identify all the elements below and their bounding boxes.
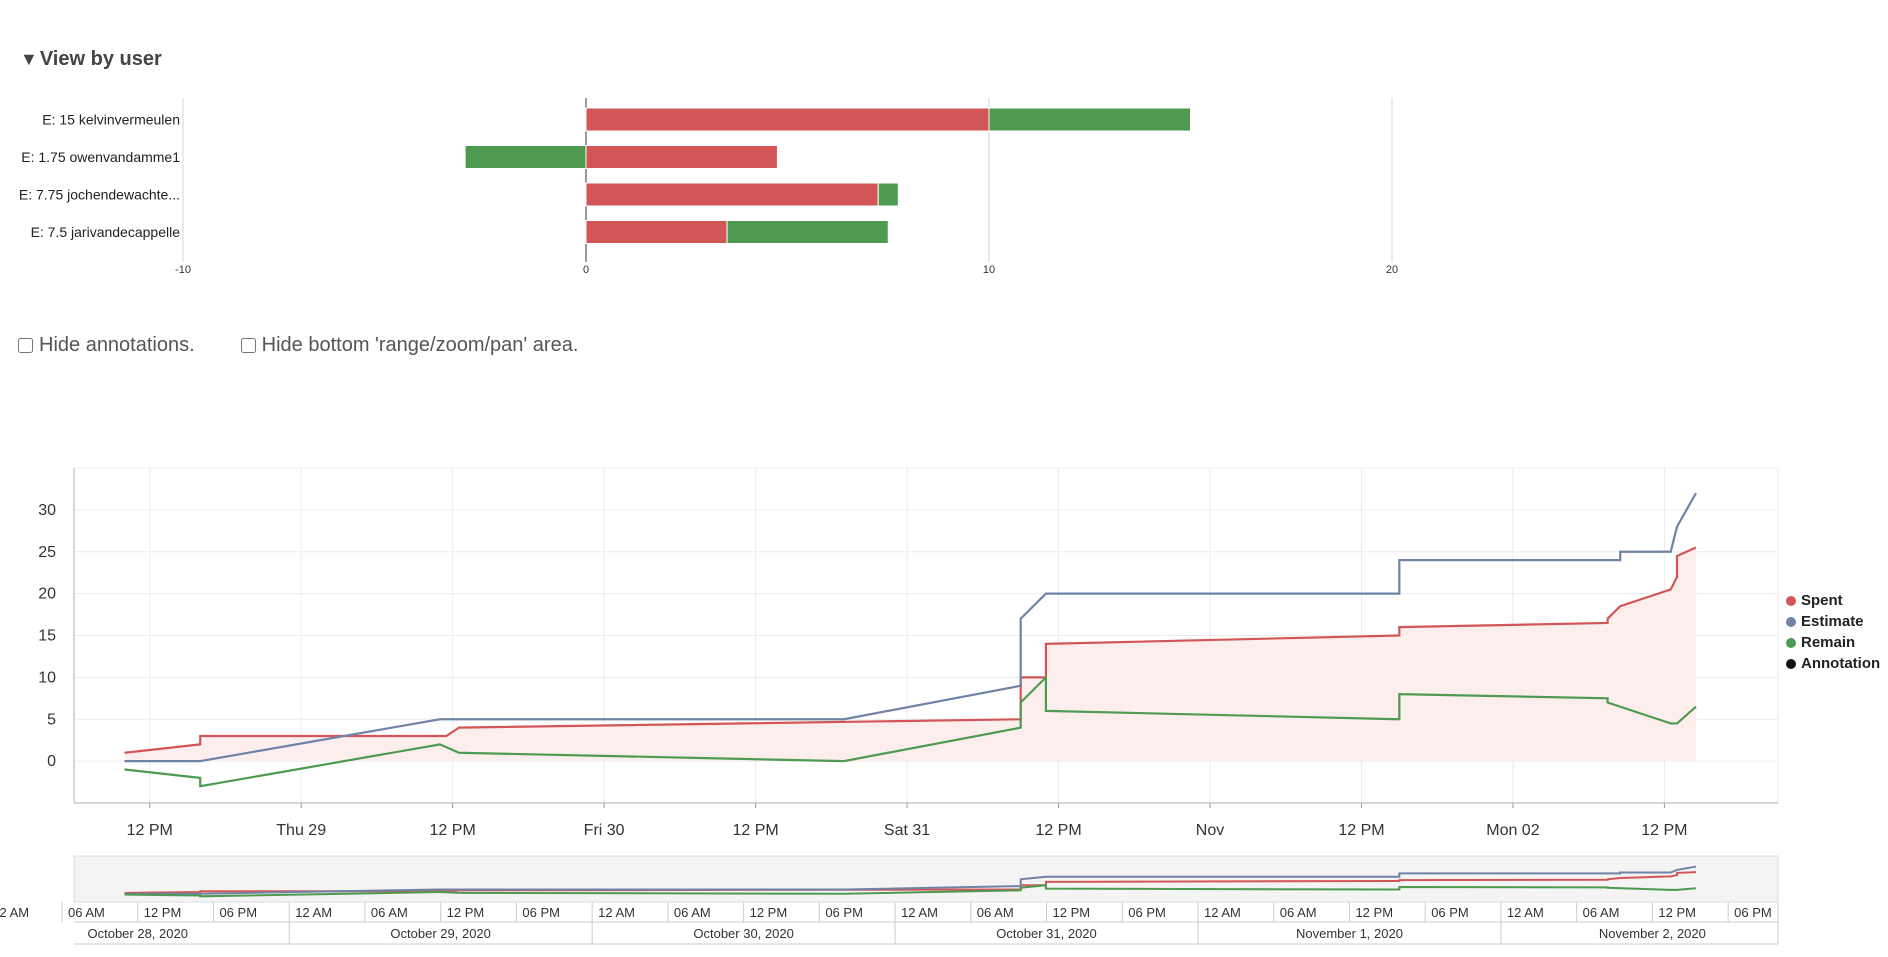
hide-range-option[interactable]: Hide bottom 'range/zoom/pan' area. <box>240 334 579 357</box>
x-tick-label: 12 PM <box>1035 822 1081 839</box>
hour-label: 06 PM <box>522 905 560 920</box>
hide-range-checkbox[interactable] <box>240 338 256 353</box>
legend-dot-icon <box>1786 658 1796 669</box>
hour-label: 12 PM <box>1053 905 1091 920</box>
user-label: E: 1.75 owenvandamme1 <box>21 149 180 165</box>
hide-annotations-option[interactable]: Hide annotations. <box>18 334 195 357</box>
x-tick-label: Fri 30 <box>584 822 625 839</box>
x-tick-label: 12 PM <box>1641 822 1687 839</box>
day-label: October 31, 2020 <box>996 926 1096 941</box>
x-tick-label: Sat 31 <box>884 822 930 839</box>
spent-bar <box>585 220 728 244</box>
remain-bar <box>464 145 587 169</box>
spent-bar <box>585 145 778 169</box>
range-navigator[interactable]: 12 AM 06 AM 12 PM 06 PM 12 AM 06 AM 12 PM 06 PM… <box>0 850 1888 950</box>
hour-label: 12 PM <box>750 905 788 920</box>
hour-label: 06 PM <box>825 905 863 920</box>
legend-item-estimate[interactable]: Estimate <box>1786 611 1880 632</box>
user-label: E: 7.5 jarivandecappelle <box>31 224 181 240</box>
legend-item-remain[interactable]: Remain <box>1786 632 1880 653</box>
navigator-spent-line <box>124 871 1697 894</box>
x-tick-label: -10 <box>175 264 191 276</box>
remain-line <box>124 674 1697 788</box>
hour-label: 12 AM <box>598 905 635 920</box>
y-tick-label: 10 <box>38 669 56 686</box>
legend-label: Remain <box>1801 634 1856 651</box>
x-tick-label: Thu 29 <box>276 822 326 839</box>
x-tick-label: 12 PM <box>127 822 173 839</box>
hour-label: 12 AM <box>0 905 29 920</box>
day-label: November 2, 2020 <box>1599 926 1706 941</box>
hour-label: 06 PM <box>1128 905 1166 920</box>
hour-label: 06 AM <box>1280 905 1317 920</box>
hour-label: 06 AM <box>1583 905 1620 920</box>
hour-label: 06 AM <box>977 905 1014 920</box>
spent-bar <box>585 182 879 207</box>
hour-label: 12 AM <box>1204 905 1241 920</box>
legend-item-annotation[interactable]: Annotation <box>1786 653 1880 674</box>
chart-legend: Spent Estimate Remain Annotation <box>1786 590 1880 674</box>
hour-label: 12 PM <box>144 905 182 920</box>
x-tick-label: 0 <box>583 264 589 276</box>
section-title: View by user <box>39 48 162 70</box>
hour-label: 12 PM <box>447 905 485 920</box>
user-bar-chart: -10 0 10 20 E: 15 kelvinvermeulen E: 1.75 owe… <box>19 98 1398 276</box>
x-tick-label: 12 PM <box>1338 822 1384 839</box>
y-tick-label: 5 <box>47 711 56 728</box>
hide-annotations-checkbox[interactable] <box>18 338 33 353</box>
hour-label: 12 PM <box>1355 905 1393 920</box>
day-label: October 30, 2020 <box>693 926 793 941</box>
x-tick-label: 12 PM <box>732 822 778 839</box>
remain-bar <box>726 220 889 244</box>
remain-bar <box>877 182 899 207</box>
x-tick-label: Nov <box>1196 822 1224 839</box>
day-label: October 28, 2020 <box>87 926 187 941</box>
user-label: E: 7.75 jochendewachte... <box>19 187 180 203</box>
legend-dot-icon <box>1786 637 1796 648</box>
hour-label: 06 AM <box>674 905 711 920</box>
hour-label: 06 PM <box>219 905 257 920</box>
view-by-user-toggle[interactable]: ▼ View by user <box>20 48 162 71</box>
hour-label: 06 AM <box>68 905 105 920</box>
hour-label: 06 PM <box>1431 905 1469 920</box>
hour-label: 06 AM <box>371 905 408 920</box>
hour-label: 06 PM <box>1734 905 1772 920</box>
hour-label: 12 AM <box>1507 905 1544 920</box>
navigator-estimate-line <box>124 865 1697 895</box>
y-tick-label: 25 <box>38 544 56 561</box>
spent-line <box>124 546 1697 754</box>
legend-dot-icon <box>1786 595 1796 606</box>
x-tick-label: 20 <box>1386 264 1398 276</box>
day-label: November 1, 2020 <box>1296 926 1403 941</box>
legend-label: Spent <box>1801 592 1843 609</box>
legend-item-spent[interactable]: Spent <box>1786 590 1880 611</box>
y-tick-label: 15 <box>38 628 56 645</box>
spent-bar <box>585 107 990 132</box>
x-tick-label: 12 PM <box>430 822 476 839</box>
user-label: E: 15 kelvinvermeulen <box>42 112 180 128</box>
burndown-line-chart: 0 5 10 15 20 25 30 12 PM Thu 29 12 PM Fri 30 12 PM S… <box>38 467 1779 839</box>
day-label: October 29, 2020 <box>390 926 490 941</box>
legend-label: Estimate <box>1801 613 1864 630</box>
legend-dot-icon <box>1786 616 1796 627</box>
hour-label: 12 AM <box>901 905 938 920</box>
hide-annotations-label: Hide annotations. <box>39 334 195 356</box>
remain-bar <box>988 107 1191 132</box>
hide-range-label: Hide bottom 'range/zoom/pan' area. <box>261 334 579 356</box>
y-tick-label: 20 <box>38 586 56 603</box>
triangle-down-icon: ▼ <box>20 49 38 69</box>
legend-label: Annotation <box>1801 655 1881 672</box>
spent-area <box>124 547 1696 762</box>
hour-label: 12 AM <box>295 905 332 920</box>
navigator-remain-line <box>124 884 1697 898</box>
estimate-line <box>124 492 1697 763</box>
y-tick-label: 0 <box>47 753 56 770</box>
x-tick-label: 10 <box>983 264 995 276</box>
x-tick-label: Mon 02 <box>1486 822 1539 839</box>
y-tick-label: 30 <box>38 502 56 519</box>
hour-label: 12 PM <box>1658 905 1696 920</box>
